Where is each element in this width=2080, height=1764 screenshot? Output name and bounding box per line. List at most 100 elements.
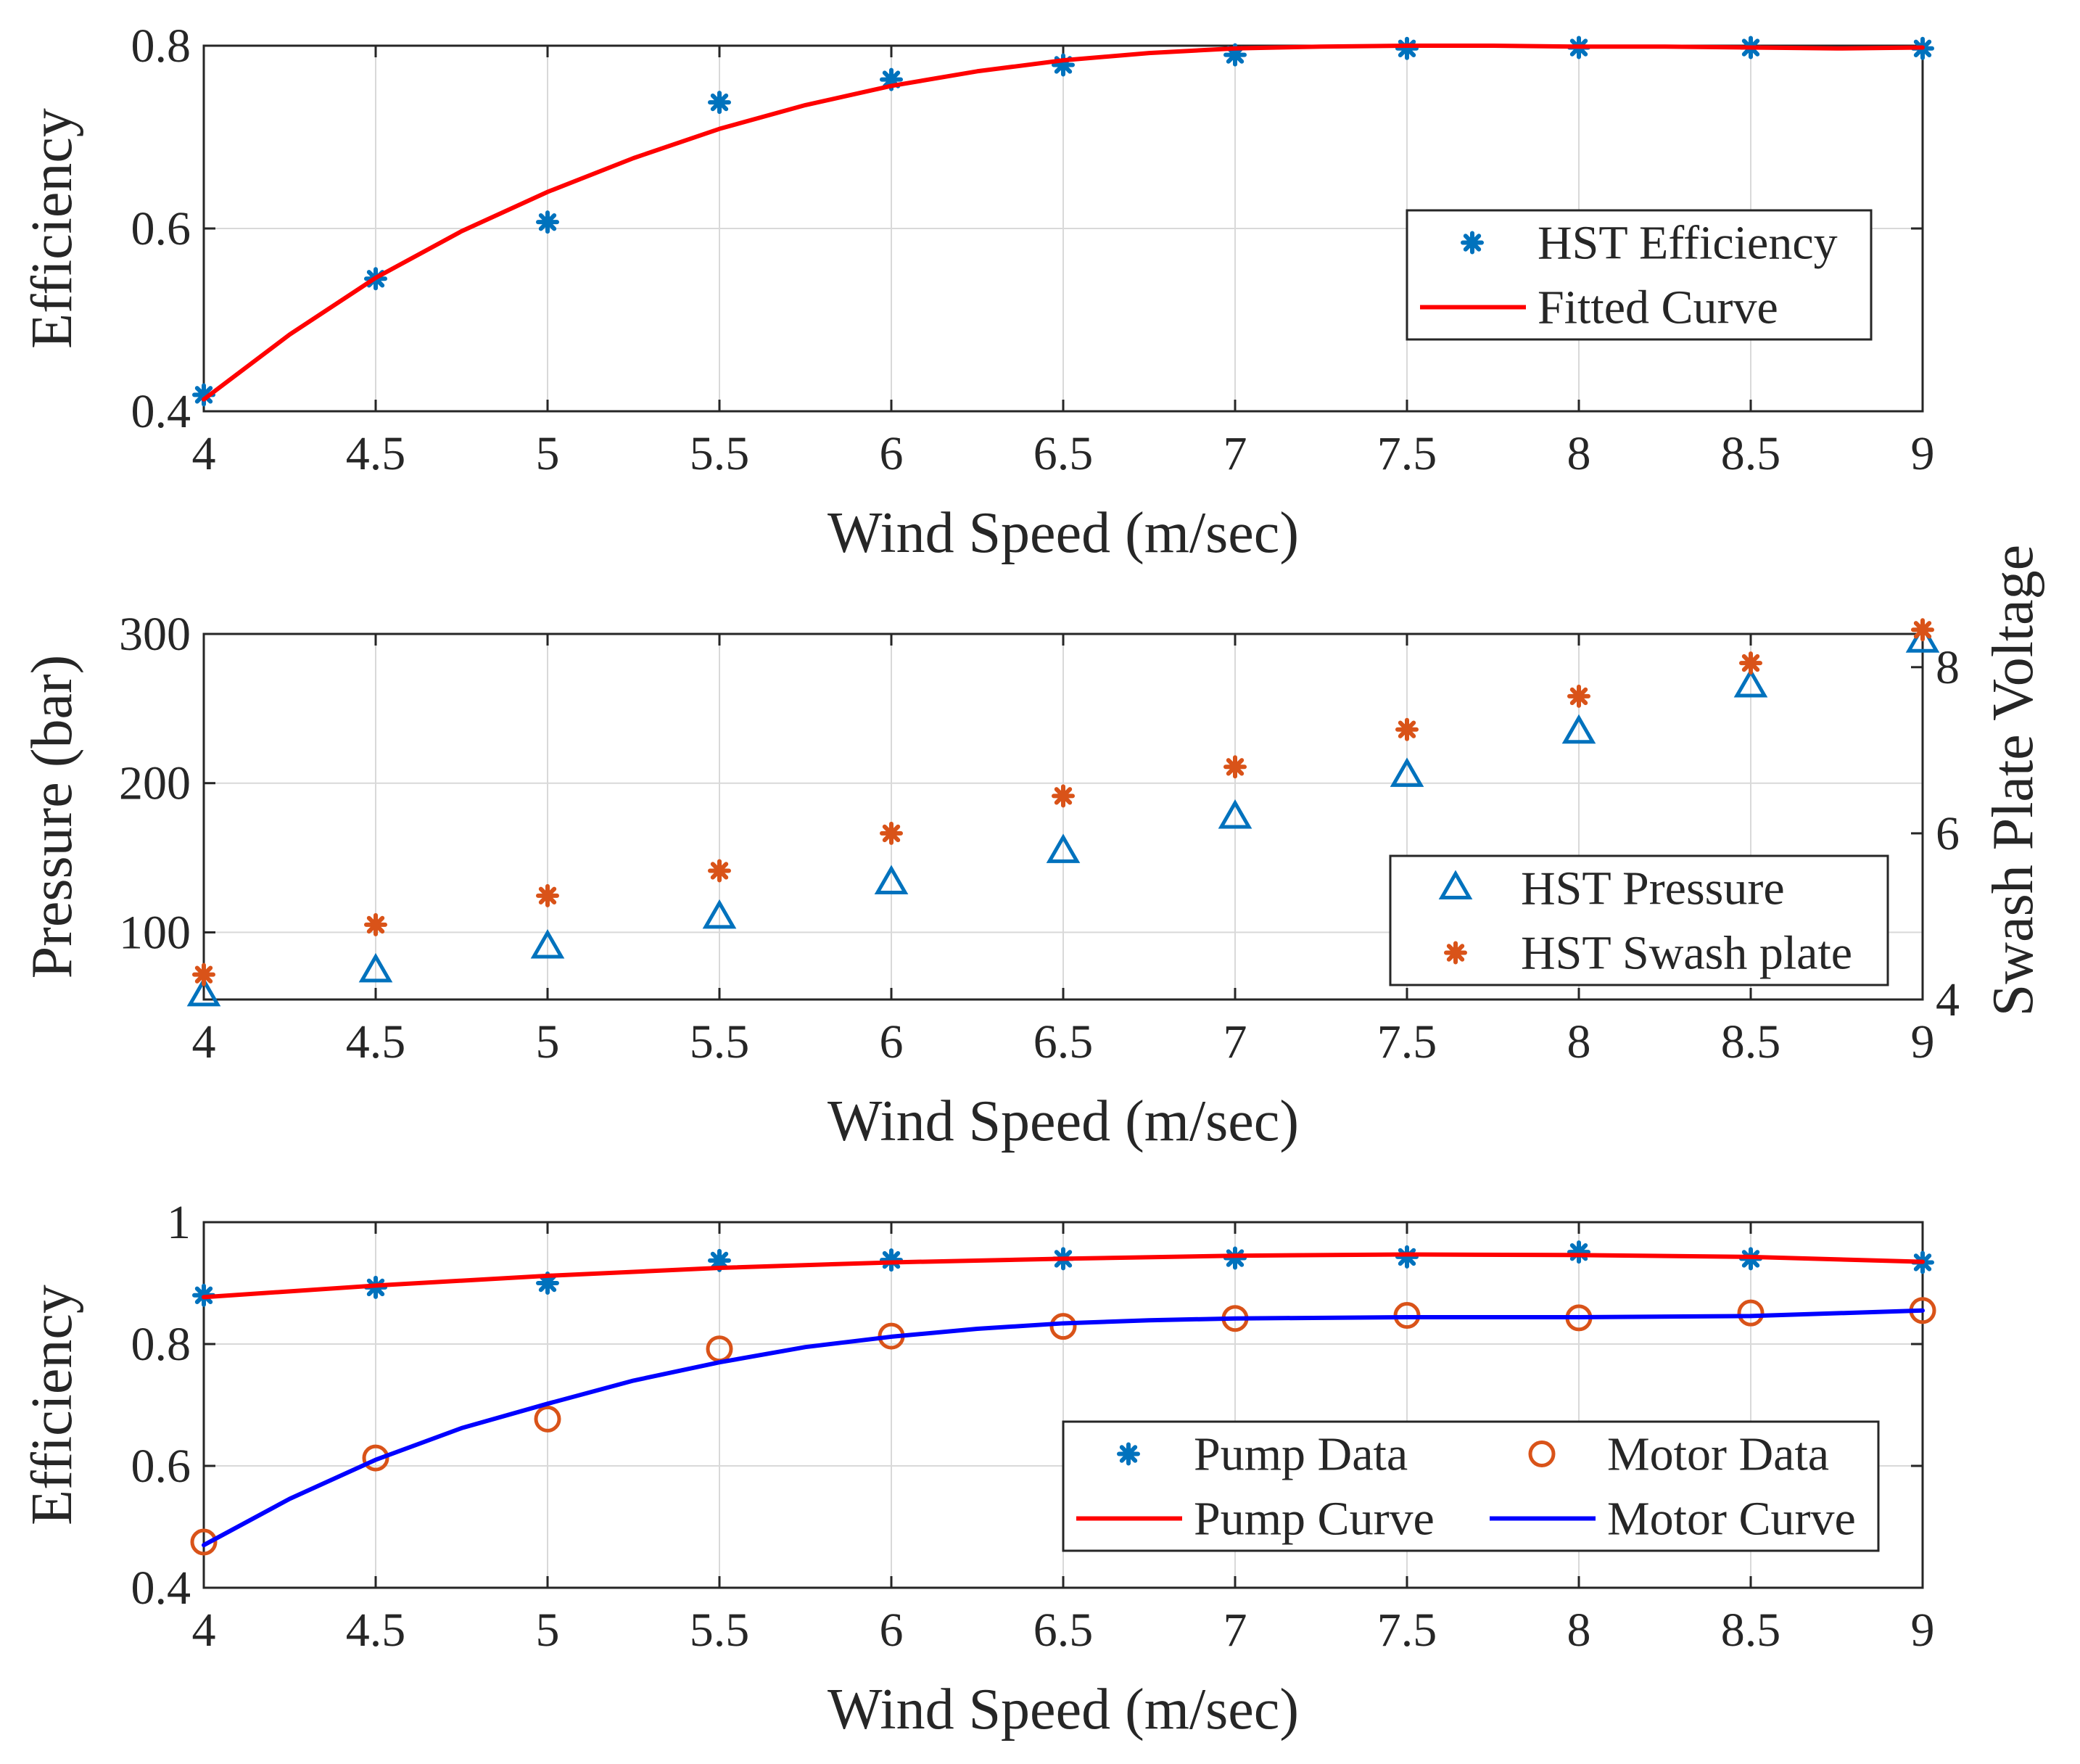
x-tick-label: 5.5 (690, 427, 750, 480)
y-tick-label: 0.6 (131, 1440, 191, 1493)
series-group (190, 1240, 1936, 1556)
data-point (1395, 1245, 1419, 1269)
data-point (1052, 53, 1075, 77)
data-point (1049, 1313, 1077, 1340)
y-right-tick-label: 6 (1936, 807, 1960, 860)
x-tick-label: 5.5 (690, 1015, 750, 1068)
x-axis-label: Wind Speed (m/sec) (828, 1678, 1299, 1742)
y-axis-label: Pressure (bar) (20, 655, 84, 978)
y-right-tick-label: 4 (1936, 973, 1960, 1026)
x-tick-label: 6 (880, 1015, 904, 1068)
data-point (364, 912, 387, 936)
x-tick-label: 7.5 (1377, 1604, 1437, 1657)
x-tick-label: 9 (1911, 427, 1935, 480)
x-tick-label: 6 (880, 1604, 904, 1657)
legend-swatch-marker (1461, 231, 1484, 255)
legend: HST Efficiency Fitted Curve (1406, 209, 1873, 341)
x-tick-label: 7.5 (1377, 1015, 1437, 1068)
data-point (534, 1405, 561, 1433)
y-tick-label: 0.8 (131, 1318, 191, 1371)
y-axis-label: Efficiency (20, 108, 84, 349)
data-point (708, 91, 731, 115)
x-tick-label: 4.5 (346, 427, 406, 480)
x-tick-label: 7 (1223, 427, 1247, 480)
data-point (708, 1248, 731, 1272)
legend-swatch-marker (1528, 1441, 1556, 1467)
data-point (1395, 717, 1419, 741)
x-tick-label: 9 (1911, 1015, 1935, 1068)
data-point (362, 1444, 389, 1472)
x-tick-label: 7 (1223, 1015, 1247, 1068)
data-point (1052, 784, 1075, 808)
x-tick-label: 4 (192, 1604, 216, 1657)
data-point (1223, 755, 1247, 779)
chart-panel-1: 4 4.5 5 5.5 6 6.5 7 7.5 8 8.5 9 0.4 0.6 0.8 Wind Speed… (20, 20, 1935, 565)
y-right-tick-label: 8 (1936, 641, 1960, 694)
x-tick-label: 6.5 (1033, 1015, 1094, 1068)
y-tick-label: 0.4 (131, 1562, 191, 1615)
data-point (1561, 714, 1596, 744)
x-tick-label: 8 (1567, 1015, 1591, 1068)
data-point (874, 865, 909, 895)
x-tick-label: 9 (1911, 1604, 1935, 1657)
data-point (358, 952, 393, 983)
x-tick-label: 8 (1567, 427, 1591, 480)
y-tick-label: 0.6 (131, 202, 191, 255)
data-point (190, 1528, 218, 1556)
series-line-3 (202, 1252, 1925, 1300)
chart-panel-3: 4 4.5 5 5.5 6 6.5 7 7.5 8 8.5 9 0.4 0.6 0.8 1 Wind Spee… (20, 1196, 1936, 1742)
data-point (536, 1272, 559, 1295)
series-line-2 (202, 44, 1925, 402)
data-point (1218, 799, 1252, 829)
x-tick-label: 8 (1567, 1604, 1591, 1657)
data-point (192, 383, 215, 407)
y-tick-label: 100 (119, 906, 191, 959)
y-right-axis-label: Swash Plate Voltage (1981, 545, 2045, 1016)
data-point (1905, 623, 1940, 653)
data-point (186, 976, 221, 1007)
legend-box (1062, 1420, 1880, 1552)
series-group (186, 618, 1940, 1007)
x-tick-label: 4.5 (346, 1604, 406, 1657)
x-tick-label: 5 (536, 427, 560, 480)
chart-panel-2: 4 4.5 5 5.5 6 6.5 7 7.5 8 8.5 9 100 200 300 4 6 8 Wind Sp… (20, 545, 2045, 1153)
x-tick-label: 7.5 (1377, 427, 1437, 480)
legend-box (1406, 209, 1873, 341)
x-axis-label: Wind Speed (m/sec) (828, 1089, 1299, 1153)
legend: Pump Data Motor Data Pump Curve Motor Curve (1062, 1420, 1880, 1552)
x-tick-label: 8.5 (1721, 427, 1781, 480)
x-tick-label: 4 (192, 427, 216, 480)
data-point (1567, 1240, 1590, 1264)
x-tick-label: 8.5 (1721, 1604, 1781, 1657)
x-tick-label: 6.5 (1033, 1604, 1094, 1657)
series-group (192, 36, 1934, 407)
data-point (1739, 651, 1762, 675)
data-point (1567, 684, 1590, 708)
data-point (1737, 1299, 1765, 1327)
data-point (702, 899, 737, 929)
data-point (1046, 833, 1081, 863)
y-tick-label: 0.4 (131, 385, 191, 438)
data-point (708, 859, 731, 883)
data-point (1911, 618, 1934, 642)
y-tick-label: 200 (119, 757, 191, 810)
data-point (1395, 36, 1419, 60)
data-point (536, 210, 559, 234)
data-point (880, 821, 903, 845)
y-tick-label: 300 (119, 608, 191, 661)
legend: HST Pressure HST Swash plate (1389, 854, 1889, 986)
series-line-4 (202, 1308, 1925, 1548)
data-point (1223, 43, 1247, 67)
y-tick-label: 1 (167, 1196, 191, 1249)
legend-label: Pump Curve (1194, 1493, 1435, 1546)
x-tick-label: 6 (880, 427, 904, 480)
data-point (192, 963, 215, 986)
x-tick-label: 4.5 (346, 1015, 406, 1068)
data-point (530, 928, 565, 959)
legend-box (1389, 854, 1889, 986)
data-point (1733, 667, 1768, 698)
legend-swatch-marker (1117, 1442, 1140, 1466)
legend-swatch-marker (1438, 870, 1473, 899)
x-tick-label: 4 (192, 1015, 216, 1068)
